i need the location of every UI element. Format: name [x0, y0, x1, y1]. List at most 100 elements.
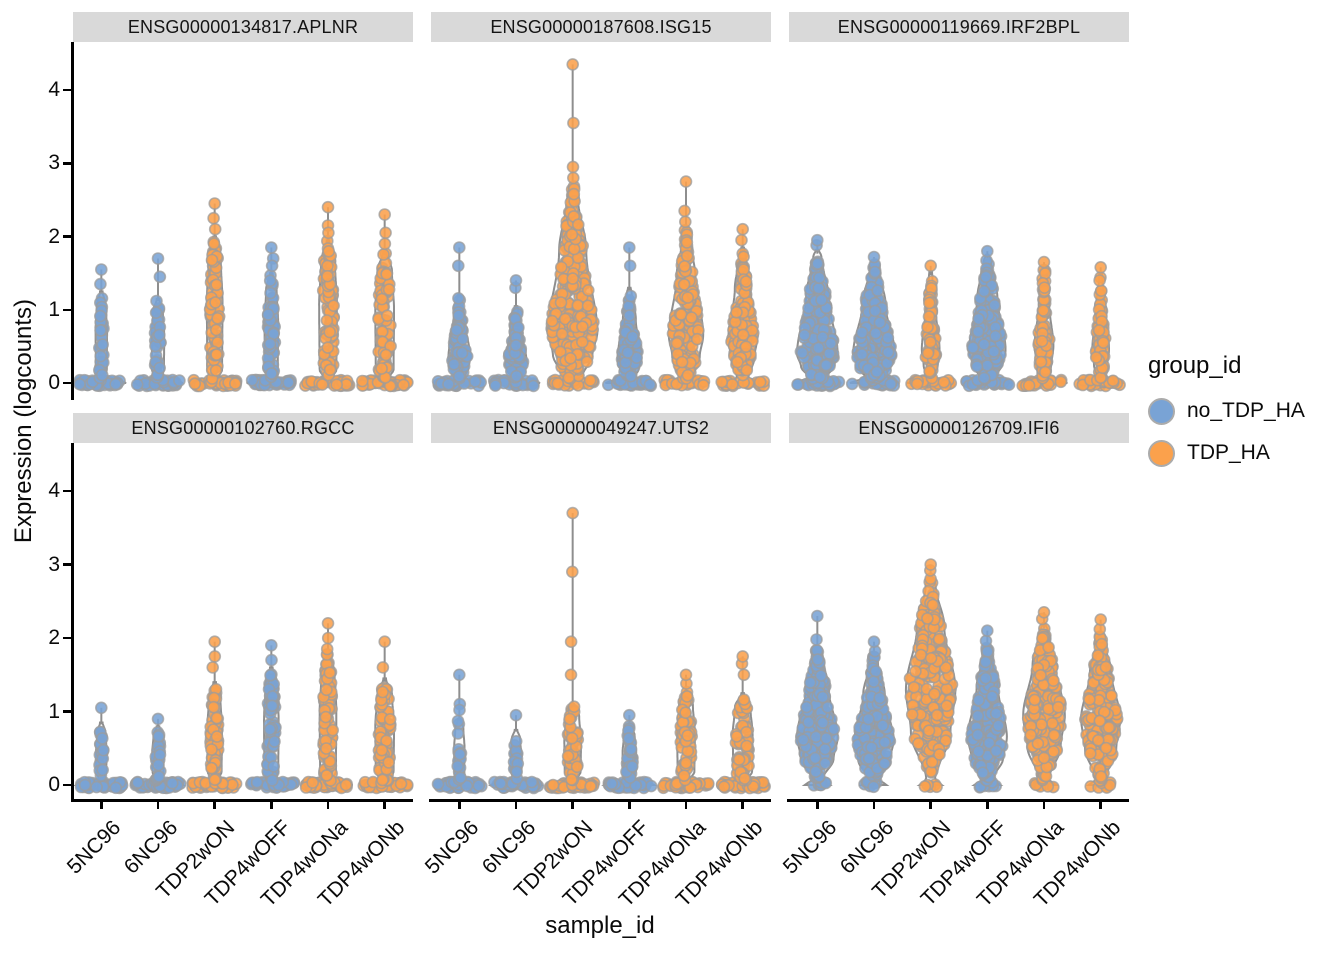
expression-point [1037, 255, 1051, 269]
expression-point [378, 208, 392, 221]
expression-point [206, 661, 219, 674]
expression-point [207, 700, 220, 714]
expression-point [323, 363, 337, 377]
facet-strip-ENSG00000134817.APLNR: ENSG00000134817.APLNR [73, 12, 413, 42]
expression-point [130, 378, 144, 391]
expression-point [265, 241, 278, 254]
expression-point [930, 708, 944, 722]
expression-point [380, 268, 393, 281]
violin-ENSG00000119669.IRF2BPL-TDP4wOFF [960, 244, 1016, 393]
expression-point [265, 774, 279, 787]
expression-point [456, 332, 470, 346]
violin-ENSG00000119669.IRF2BPL-TDP4wONa [1016, 255, 1068, 393]
expression-point [1094, 261, 1108, 274]
expression-point [95, 368, 109, 382]
expression-point [1093, 274, 1106, 287]
expression-point [320, 683, 333, 697]
expression-point [452, 241, 466, 254]
expression-point [732, 753, 746, 766]
expression-point [447, 357, 461, 371]
expression-point [205, 743, 218, 756]
expression-point [320, 642, 334, 656]
expression-point [188, 377, 202, 391]
expression-point [862, 712, 875, 726]
expression-point [94, 349, 108, 363]
expression-point [928, 687, 941, 701]
violin-ENSG00000126709.IFI6-TDP4wOFF [965, 624, 1009, 794]
expression-point [326, 723, 340, 737]
expression-point [681, 729, 695, 742]
expression-point [509, 734, 523, 748]
expression-point [680, 236, 694, 249]
expression-point [453, 703, 466, 717]
expression-point [321, 617, 335, 630]
expression-point [810, 233, 824, 247]
expression-point [643, 378, 657, 391]
expression-point [109, 377, 123, 391]
expression-point [460, 779, 474, 793]
expression-point [451, 759, 465, 773]
expression-point [740, 363, 754, 377]
violin-ENSG00000119669.IRF2BPL-TDP4wONb [1073, 261, 1126, 393]
expression-point [208, 222, 222, 236]
expression-point [210, 278, 223, 292]
expression-point [977, 338, 991, 351]
expression-point [905, 708, 919, 721]
expression-point [564, 635, 578, 648]
expression-point [267, 760, 280, 773]
expression-point [914, 648, 928, 662]
expression-point [677, 278, 691, 291]
expression-point [90, 780, 103, 794]
expression-point [131, 776, 144, 789]
expression-point [1094, 371, 1107, 385]
expression-point [173, 374, 186, 387]
facet-strip-ENSG00000187608.ISG15: ENSG00000187608.ISG15 [431, 12, 771, 42]
expression-point [151, 712, 165, 726]
expression-point [109, 781, 123, 795]
violin-ENSG00000102760.RGCC-6NC96 [129, 712, 187, 795]
expression-point [677, 769, 691, 783]
expression-point [263, 723, 277, 736]
violin-ENSG00000102760.RGCC-5NC96 [72, 701, 129, 795]
expression-point [735, 233, 748, 247]
violin-ENSG00000102760.RGCC-TDP4wOFF [245, 639, 301, 794]
expression-point [322, 245, 335, 258]
expression-point [382, 756, 396, 769]
expression-point [321, 631, 335, 645]
expression-point [678, 260, 691, 273]
expression-point [375, 743, 389, 757]
expression-point [976, 766, 990, 780]
expression-point [566, 272, 579, 285]
expression-point [320, 742, 333, 755]
expression-point [1022, 379, 1036, 392]
expression-point [977, 284, 991, 298]
expression-point [988, 298, 1001, 312]
expression-point [819, 358, 833, 372]
expression-point [1038, 281, 1051, 294]
expression-point [210, 348, 223, 361]
expression-point [972, 745, 985, 758]
violin-ENSG00000126709.IFI6-TDP4wONa [1021, 606, 1067, 794]
facet-panel-ENSG00000187608.ISG15 [431, 58, 771, 393]
expression-point [382, 283, 396, 296]
expression-point [810, 609, 824, 623]
expression-point [580, 355, 594, 369]
expression-point [736, 222, 750, 236]
expression-point [937, 375, 951, 389]
expression-point [809, 730, 823, 744]
expression-point [619, 356, 632, 369]
expression-point [558, 312, 572, 326]
expression-point [94, 277, 107, 291]
expression-point [923, 296, 936, 310]
facet-strip-ENSG00000126709.IFI6: ENSG00000126709.IFI6 [789, 413, 1129, 443]
expression-point [680, 249, 694, 263]
expression-point [884, 377, 898, 391]
expression-point [867, 675, 880, 688]
expression-point [555, 260, 568, 274]
facet-strip-ENSG00000049247.UTS2: ENSG00000049247.UTS2 [431, 413, 771, 443]
expression-point [681, 291, 695, 304]
expression-point [1092, 324, 1106, 337]
expression-point [282, 376, 295, 389]
expression-point [229, 377, 242, 390]
